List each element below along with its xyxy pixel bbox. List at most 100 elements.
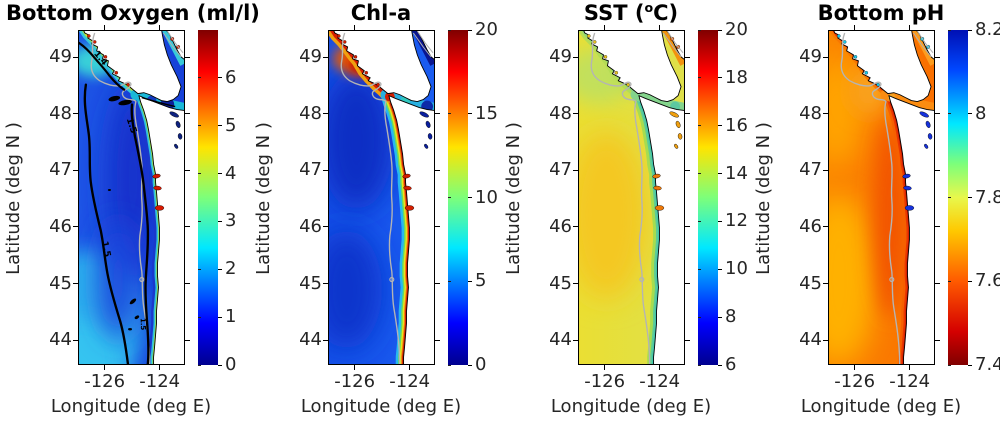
colorbar-tick bbox=[448, 29, 451, 31]
axis-tick bbox=[185, 226, 190, 228]
colorbar-tick bbox=[718, 77, 722, 79]
axis-tick bbox=[323, 226, 328, 228]
colorbar-tick bbox=[718, 29, 722, 31]
axis-tick bbox=[323, 169, 328, 171]
colorbar-tick bbox=[698, 125, 701, 127]
colorbar-tick bbox=[218, 125, 222, 127]
axis-tick bbox=[159, 365, 161, 370]
axis-tick bbox=[435, 56, 440, 58]
colorbar-tick bbox=[468, 113, 472, 115]
colorbar-tick-label: 7.6 bbox=[975, 270, 1000, 292]
axis-tick bbox=[935, 226, 940, 228]
colorbar-tick bbox=[698, 29, 701, 31]
axis-tick bbox=[685, 113, 690, 115]
y-axis-label: Latitude (deg N ) bbox=[753, 122, 774, 275]
axis-tick bbox=[823, 226, 828, 228]
axis-tick bbox=[185, 169, 190, 171]
x-axis-label: Longitude (deg E) bbox=[300, 396, 462, 417]
x-axis-label: Longitude (deg E) bbox=[50, 396, 212, 417]
colorbar-tick-label: 0 bbox=[225, 354, 237, 375]
axis-tick bbox=[909, 25, 911, 30]
y-tick-label: 46 bbox=[49, 215, 72, 237]
panel-chl-a: Chl-a Latitude (deg N ) Longitude (deg E… bbox=[250, 0, 500, 427]
axis-tick bbox=[854, 25, 856, 30]
colorbar-tick-label: 0 bbox=[475, 354, 487, 375]
x-tick-label: -124 bbox=[389, 371, 431, 392]
colorbar-tick bbox=[968, 364, 972, 366]
y-tick-label: 47 bbox=[549, 159, 572, 181]
axis-tick bbox=[73, 283, 78, 284]
colorbar-tick bbox=[198, 125, 201, 127]
y-tick-label: 46 bbox=[549, 215, 572, 237]
coastal-map-graphic bbox=[829, 31, 934, 364]
axis-tick bbox=[435, 226, 440, 228]
colorbar-tick bbox=[698, 268, 701, 270]
axis-tick bbox=[185, 283, 190, 284]
colorbar-tick bbox=[698, 364, 701, 366]
colorbar-tick-label: 16 bbox=[725, 114, 748, 136]
map-chl-a bbox=[328, 30, 435, 365]
colorbar-tick-label: 14 bbox=[725, 162, 748, 184]
y-axis-label: Latitude (deg N ) bbox=[3, 122, 24, 275]
colorbar-tick-label: 1 bbox=[225, 306, 237, 328]
axis-tick bbox=[185, 339, 190, 341]
panel-bottom-ph: Bottom pH Latitude (deg N ) Longitude (d… bbox=[750, 0, 1000, 427]
x-tick-label: -124 bbox=[889, 371, 931, 392]
axis-tick bbox=[354, 25, 356, 30]
x-tick-label: -126 bbox=[334, 371, 376, 392]
axis-tick bbox=[685, 339, 690, 341]
axis-tick bbox=[573, 113, 578, 115]
colorbar-tick bbox=[698, 173, 701, 175]
panel-title: Bottom Oxygen (ml/l) bbox=[6, 1, 260, 25]
colorbar-tick-label: 18 bbox=[725, 66, 748, 88]
y-tick-label: 49 bbox=[799, 46, 822, 68]
axis-tick bbox=[104, 365, 106, 370]
axis-tick bbox=[685, 169, 690, 171]
axis-tick bbox=[685, 226, 690, 228]
axis-tick bbox=[685, 56, 690, 58]
colorbar-tick bbox=[468, 364, 472, 366]
y-tick-label: 48 bbox=[49, 102, 72, 124]
colorbar-tick bbox=[948, 364, 951, 366]
y-tick-label: 44 bbox=[799, 329, 822, 351]
axis-tick bbox=[409, 365, 411, 370]
axis-tick bbox=[104, 25, 106, 30]
colorbar-tick bbox=[218, 220, 222, 222]
colorbar-tick bbox=[968, 197, 972, 198]
panel-sst: SST (oC) Latitude (deg N ) Longitude (de… bbox=[500, 0, 750, 427]
y-tick-label: 44 bbox=[549, 329, 572, 351]
colorbar-tick bbox=[468, 29, 472, 31]
panel-title: Chl-a bbox=[350, 1, 412, 25]
axis-tick bbox=[354, 365, 356, 370]
colorbar-tick bbox=[198, 316, 201, 318]
axis-tick bbox=[909, 365, 911, 370]
axis-tick bbox=[435, 283, 440, 284]
x-tick-label: -126 bbox=[84, 371, 126, 392]
colorbar-tick bbox=[448, 113, 451, 115]
axis-tick bbox=[685, 283, 690, 284]
y-tick-label: 47 bbox=[49, 159, 72, 181]
axis-tick bbox=[435, 113, 440, 115]
axis-tick bbox=[604, 365, 606, 370]
axis-tick bbox=[935, 113, 940, 115]
axis-tick bbox=[573, 283, 578, 284]
y-tick-label: 45 bbox=[549, 272, 572, 294]
colorbar-tick-label: 6 bbox=[225, 66, 237, 88]
axis-tick bbox=[323, 56, 328, 58]
x-tick-label: -124 bbox=[139, 371, 181, 392]
panel-bottom-oxygen: Bottom Oxygen (ml/l) Latitude (deg N ) 1… bbox=[0, 0, 260, 427]
axis-tick bbox=[73, 226, 78, 228]
axis-tick bbox=[73, 113, 78, 115]
y-tick-label: 47 bbox=[299, 159, 322, 181]
axis-tick bbox=[854, 365, 856, 370]
colorbar-tick-label: 6 bbox=[725, 354, 737, 375]
colorbar-chl-a bbox=[448, 30, 468, 365]
colorbar-tick-label: 8 bbox=[975, 102, 987, 124]
map-sst bbox=[578, 30, 685, 365]
colorbar-tick bbox=[718, 364, 722, 366]
y-tick-label: 44 bbox=[299, 329, 322, 351]
colorbar-tick bbox=[448, 280, 451, 282]
colorbar-tick bbox=[218, 316, 222, 318]
colorbar-tick bbox=[468, 197, 472, 198]
